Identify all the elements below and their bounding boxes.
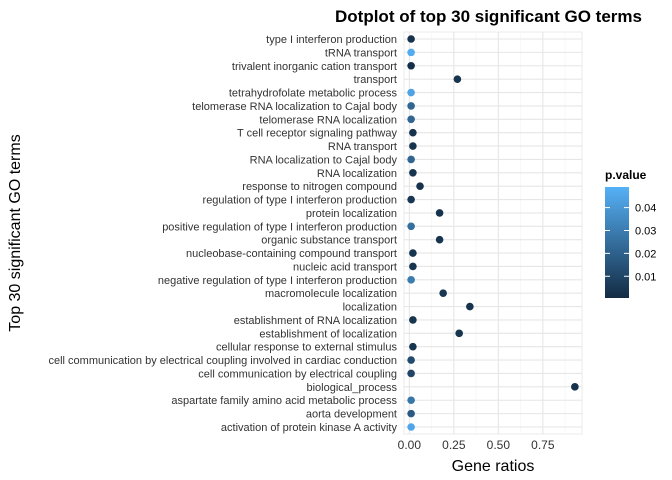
data-point [407,88,415,97]
y-tick-label: protein localization [306,208,397,220]
data-point [435,209,444,217]
x-tick-label: 0.50 [487,438,511,452]
y-tick-label: cell communication by electrical couplin… [48,355,397,367]
data-point [409,128,417,137]
y-tick-label: aorta development [306,409,397,421]
chart-title: Dotplot of top 30 significant GO terms [335,7,642,26]
legend-tick-label: 0.02 [635,248,656,260]
y-tick-label: organic substance transport [261,235,397,247]
data-point [407,102,415,110]
x-tick-labels: 0.00 0.25 0.50 0.75 [398,438,555,452]
data-point [407,276,415,284]
y-tick-label: aspartate family amino acid metabolic pr… [171,395,397,407]
y-tick-label: transport [354,74,397,86]
y-tick-label: RNA localization to Cajal body [250,154,398,166]
data-point [407,409,415,418]
y-tick-label: tetrahydrofolate metabolic process [229,88,398,100]
data-point [571,383,579,391]
legend-title: p.value [605,168,647,182]
data-point [407,35,415,43]
legend-colorbar [605,187,629,298]
y-tick-label: nucleic acid transport [293,261,397,273]
y-tick-label: localization [343,302,397,314]
data-point [409,168,417,177]
y-tick-label: establishment of RNA localization [234,315,397,327]
y-axis-title: Top 30 significant GO terms [7,134,24,331]
legend-tick-label: 0.01 [635,271,656,283]
y-tick-label: cellular response to external stimulus [216,342,397,354]
data-point [407,48,415,57]
y-tick-label: RNA localization [317,168,397,180]
y-tick-label: nucleobase-containing compound transport [186,248,397,260]
y-tick-label: cell communication by electrical couplin… [198,368,397,380]
y-tick-label: negative regulation of type I interferon… [158,275,397,287]
data-point [407,195,415,204]
legend-tick-label: 0.03 [635,225,656,237]
data-point [407,396,415,405]
data-point [407,61,415,70]
data-point [407,115,415,124]
y-tick-label: T cell receptor signaling pathway [237,128,397,140]
plot-panel [403,31,583,435]
legend-ticks: 0.04 0.03 0.02 0.01 [605,203,656,283]
data-points [407,35,579,431]
x-tick-label: 0.00 [398,438,422,452]
x-tick-label: 0.25 [442,438,466,452]
data-point [407,222,415,231]
data-point [416,182,424,190]
legend-tick-label: 0.04 [635,203,656,215]
data-point [407,423,415,431]
major-gridlines [404,32,582,434]
y-tick-label: regulation of type I interferon producti… [203,195,397,207]
color-legend: p.value 0.04 0.03 0.02 0.01 [605,168,656,298]
y-tick-label: telomerase RNA localization to Cajal bod… [192,101,397,113]
data-point [409,262,417,271]
data-point [409,316,417,324]
y-tick-label: establishment of localization [259,328,397,340]
data-point [409,142,417,150]
y-tick-label: activation of protein kinase A activity [221,422,398,434]
data-point [455,329,463,338]
data-point [407,155,415,164]
y-tick-label: type I interferon production [266,34,397,46]
y-tick-label: tRNA transport [325,47,397,59]
data-point [409,249,417,257]
y-tick-label: telomerase RNA localization [259,114,397,126]
data-point [407,356,415,364]
y-tick-label: macromolecule localization [265,288,397,300]
y-tick-label: positive regulation of type I interferon… [162,221,397,233]
x-tick-label: 0.75 [531,438,555,452]
minor-gridlines [431,32,566,434]
data-point [466,302,474,311]
y-tick-label: response to nitrogen compound [242,181,397,193]
data-point [439,289,447,298]
y-tick-label: biological_process [307,382,398,394]
data-point [453,75,462,83]
x-axis-title: Gene ratios [452,458,535,475]
y-tick-label: trivalent inorganic cation transport [232,61,397,73]
y-tick-label: RNA transport [328,141,397,153]
data-point [435,235,444,244]
data-point [407,369,415,378]
data-point [409,342,417,351]
